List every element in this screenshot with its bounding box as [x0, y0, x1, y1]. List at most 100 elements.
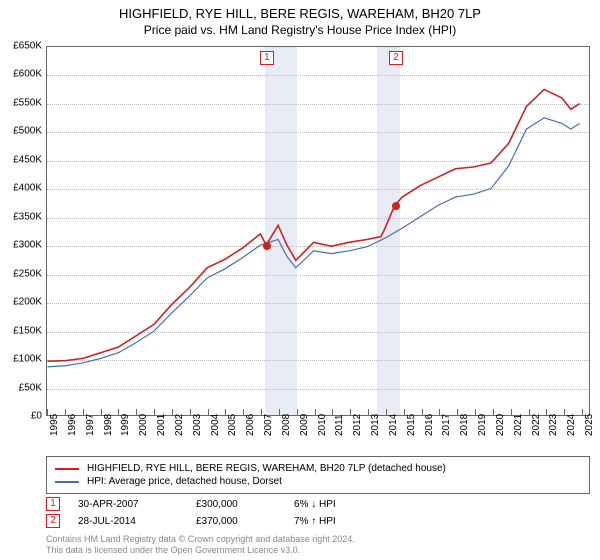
y-tick-label: £350K — [13, 211, 42, 222]
y-tick-label: £550K — [13, 97, 42, 108]
sale-delta: 6% ↓ HPI — [294, 499, 374, 510]
plot-area: 12 — [46, 46, 590, 416]
sale-row: 1 30-APR-2007 £300,000 6% ↓ HPI — [46, 497, 590, 511]
series-line — [47, 89, 579, 361]
legend-box: HIGHFIELD, RYE HILL, BERE REGIS, WAREHAM… — [46, 456, 590, 494]
sale-row: 2 28-JUL-2014 £370,000 7% ↑ HPI — [46, 514, 590, 528]
x-tick-label: 2005 — [227, 414, 238, 436]
line-series-svg — [47, 47, 589, 415]
legend-swatch — [55, 481, 79, 483]
sale-date: 30-APR-2007 — [78, 499, 178, 510]
sale-delta: 7% ↑ HPI — [294, 516, 374, 527]
x-tick — [475, 409, 476, 415]
x-tick-label: 1995 — [49, 414, 60, 436]
x-tick — [297, 409, 298, 415]
x-tick-label: 2010 — [317, 414, 328, 436]
x-tick-label: 2015 — [406, 414, 417, 436]
y-tick-label: £600K — [13, 69, 42, 80]
x-tick-label: 2012 — [352, 414, 363, 436]
x-tick-label: 2009 — [299, 414, 310, 436]
x-tick — [83, 409, 84, 415]
x-tick-label: 2022 — [531, 414, 542, 436]
y-tick-label: £50K — [19, 382, 42, 393]
x-tick-label: 2020 — [495, 414, 506, 436]
y-tick-label: £200K — [13, 297, 42, 308]
legend-label: HPI: Average price, detached house, Dors… — [87, 476, 282, 487]
x-tick-label: 2025 — [584, 414, 595, 436]
x-tick-label: 2019 — [477, 414, 488, 436]
y-tick-label: £300K — [13, 240, 42, 251]
legend-swatch — [55, 468, 79, 470]
footer-note: Contains HM Land Registry data © Crown c… — [46, 534, 590, 556]
sale-point-dot — [392, 202, 400, 210]
y-tick-label: £0 — [31, 411, 42, 422]
x-tick — [386, 409, 387, 415]
x-tick-label: 2007 — [263, 414, 274, 436]
x-tick-label: 2023 — [548, 414, 559, 436]
x-tick — [208, 409, 209, 415]
x-tick — [65, 409, 66, 415]
sale-date: 28-JUL-2014 — [78, 516, 178, 527]
x-tick-label: 2016 — [424, 414, 435, 436]
x-tick-label: 2011 — [334, 414, 345, 436]
y-tick-label: £650K — [13, 41, 42, 52]
x-tick-label: 2017 — [441, 414, 452, 436]
y-axis-labels: £0£50K£100K£150K£200K£250K£300K£350K£400… — [0, 46, 44, 416]
x-tick-label: 1997 — [85, 414, 96, 436]
sale-point-dot — [263, 242, 271, 250]
x-tick — [101, 409, 102, 415]
x-tick-label: 1998 — [103, 414, 114, 436]
y-tick-label: £400K — [13, 183, 42, 194]
x-tick — [582, 409, 583, 415]
x-tick-label: 2024 — [566, 414, 577, 436]
sale-marker-box: 2 — [46, 514, 60, 528]
chart-title: HIGHFIELD, RYE HILL, BERE REGIS, WAREHAM… — [0, 6, 600, 21]
x-tick-label: 2000 — [138, 414, 149, 436]
sale-price: £370,000 — [196, 516, 276, 527]
x-tick — [493, 409, 494, 415]
x-tick — [529, 409, 530, 415]
y-tick-label: £500K — [13, 126, 42, 137]
footer-line-1: Contains HM Land Registry data © Crown c… — [46, 534, 590, 545]
legend-item: HIGHFIELD, RYE HILL, BERE REGIS, WAREHAM… — [55, 463, 581, 474]
x-tick-label: 2002 — [174, 414, 185, 436]
chart-subtitle: Price paid vs. HM Land Registry's House … — [0, 23, 600, 37]
sales-table: 1 30-APR-2007 £300,000 6% ↓ HPI 2 28-JUL… — [46, 494, 590, 531]
y-tick-label: £150K — [13, 325, 42, 336]
x-axis-labels: 1995199619971998199920002001200220032004… — [46, 420, 590, 456]
x-tick — [172, 409, 173, 415]
sale-point-marker: 2 — [389, 51, 403, 65]
legend-label: HIGHFIELD, RYE HILL, BERE REGIS, WAREHAM… — [87, 463, 446, 474]
x-tick — [190, 409, 191, 415]
x-tick — [279, 409, 280, 415]
legend-item: HPI: Average price, detached house, Dors… — [55, 476, 581, 487]
x-tick — [511, 409, 512, 415]
x-tick — [154, 409, 155, 415]
x-tick — [261, 409, 262, 415]
x-tick — [315, 409, 316, 415]
x-tick-label: 2013 — [370, 414, 381, 436]
title-block: HIGHFIELD, RYE HILL, BERE REGIS, WAREHAM… — [0, 0, 600, 37]
x-tick-label: 2014 — [388, 414, 399, 436]
x-tick — [368, 409, 369, 415]
y-tick-label: £250K — [13, 268, 42, 279]
x-tick-label: 2006 — [245, 414, 256, 436]
chart-container: HIGHFIELD, RYE HILL, BERE REGIS, WAREHAM… — [0, 0, 600, 560]
x-tick-label: 2004 — [210, 414, 221, 436]
x-tick-label: 1999 — [120, 414, 131, 436]
x-tick-label: 1996 — [67, 414, 78, 436]
sale-marker-box: 1 — [46, 497, 60, 511]
x-tick-label: 2008 — [281, 414, 292, 436]
y-tick-label: £450K — [13, 154, 42, 165]
x-tick-label: 2003 — [192, 414, 203, 436]
x-tick — [404, 409, 405, 415]
sale-point-marker: 1 — [260, 51, 274, 65]
x-tick — [47, 409, 48, 415]
x-tick — [422, 409, 423, 415]
sale-price: £300,000 — [196, 499, 276, 510]
footer-line-2: This data is licensed under the Open Gov… — [46, 545, 590, 556]
x-tick-label: 2021 — [513, 414, 524, 436]
x-tick-label: 2018 — [459, 414, 470, 436]
y-tick-label: £100K — [13, 354, 42, 365]
x-tick-label: 2001 — [156, 414, 167, 436]
